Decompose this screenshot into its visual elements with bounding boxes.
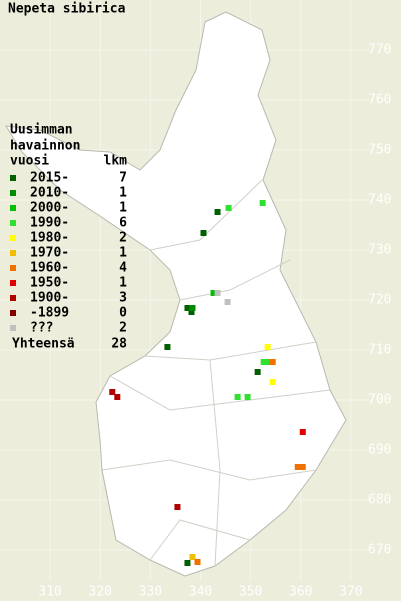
observation [269,379,276,385]
legend-swatch [10,295,16,301]
legend-label: ??? [30,321,53,336]
observation [225,205,232,211]
legend-label: 2010- [30,186,69,201]
y-tick-label: 740 [368,193,391,208]
observation [188,309,195,315]
y-tick-label: 710 [368,343,391,358]
legend-title: havainnon [10,139,80,154]
legend-count: 7 [119,171,127,186]
legend-swatch [10,265,16,271]
legend-swatch [10,250,16,256]
legend-label: 1990- [30,216,69,231]
observation [189,305,196,311]
observation [189,554,196,560]
x-tick-label: 320 [89,585,112,600]
observation [200,230,207,236]
observation [259,200,266,206]
x-tick-label: 340 [189,585,212,600]
observation [210,290,217,296]
observation [234,394,241,400]
legend-title: Uusimman [10,123,73,138]
observation [194,559,201,565]
legend-count: 2 [119,321,127,336]
y-tick-label: 720 [368,293,391,308]
legend-swatch [10,205,16,211]
legend-label: -1899 [30,306,69,321]
y-tick-label: 760 [368,93,391,108]
observation [254,369,261,375]
legend-title: vuosi [10,154,49,169]
observation [299,464,306,470]
x-tick-label: 370 [339,585,362,600]
legend-swatch [10,310,16,316]
legend-label: 1980- [30,231,69,246]
legend-swatch [10,280,16,286]
legend-count: 2 [119,231,127,246]
observation [294,464,301,470]
observation [299,429,306,435]
observation [164,344,171,350]
observation [184,305,191,311]
x-tick-label: 310 [38,585,61,600]
y-tick-label: 680 [368,493,391,508]
observation [264,344,271,350]
legend-swatch [10,220,16,226]
legend-count: 1 [119,276,127,291]
observation [214,209,221,215]
y-tick-label: 700 [368,393,391,408]
legend-count: 6 [119,216,127,231]
total-label: Yhteensä [12,337,75,352]
legend-label: 1900- [30,291,69,306]
y-tick-label: 690 [368,443,391,458]
x-tick-label: 360 [289,585,312,600]
observation [260,359,267,365]
observation [269,359,276,365]
title: Nepeta sibirica [8,2,126,17]
y-tick-label: 730 [368,243,391,258]
x-tick-label: 330 [139,585,162,600]
legend-label: 1970- [30,246,69,261]
observation [184,560,191,566]
observation [109,389,116,395]
legend-swatch [10,190,16,196]
y-tick-label: 750 [368,143,391,158]
count-header: lkm [104,154,128,169]
legend-count: 1 [119,246,127,261]
legend-count: 1 [119,186,127,201]
legend-swatch [10,235,16,241]
legend-swatch [10,325,16,331]
legend-count: 4 [119,261,127,276]
legend-label: 2015- [30,171,69,186]
legend-label: 2000- [30,201,69,216]
y-tick-label: 670 [368,543,391,558]
observation [265,359,272,365]
legend-count: 1 [119,201,127,216]
legend-label: 1960- [30,261,69,276]
observation [244,394,251,400]
x-tick-label: 350 [239,585,262,600]
legend-label: 1950- [30,276,69,291]
observation [174,504,181,510]
region-borders [101,179,331,567]
y-tick-label: 770 [368,43,391,58]
legend-swatch [10,175,16,181]
observation [214,290,221,296]
total: 28 [111,337,127,352]
legend-count: 0 [119,306,127,321]
finland-outline [5,11,347,577]
observation [224,299,231,305]
observation [114,394,121,400]
legend-count: 3 [119,291,127,306]
